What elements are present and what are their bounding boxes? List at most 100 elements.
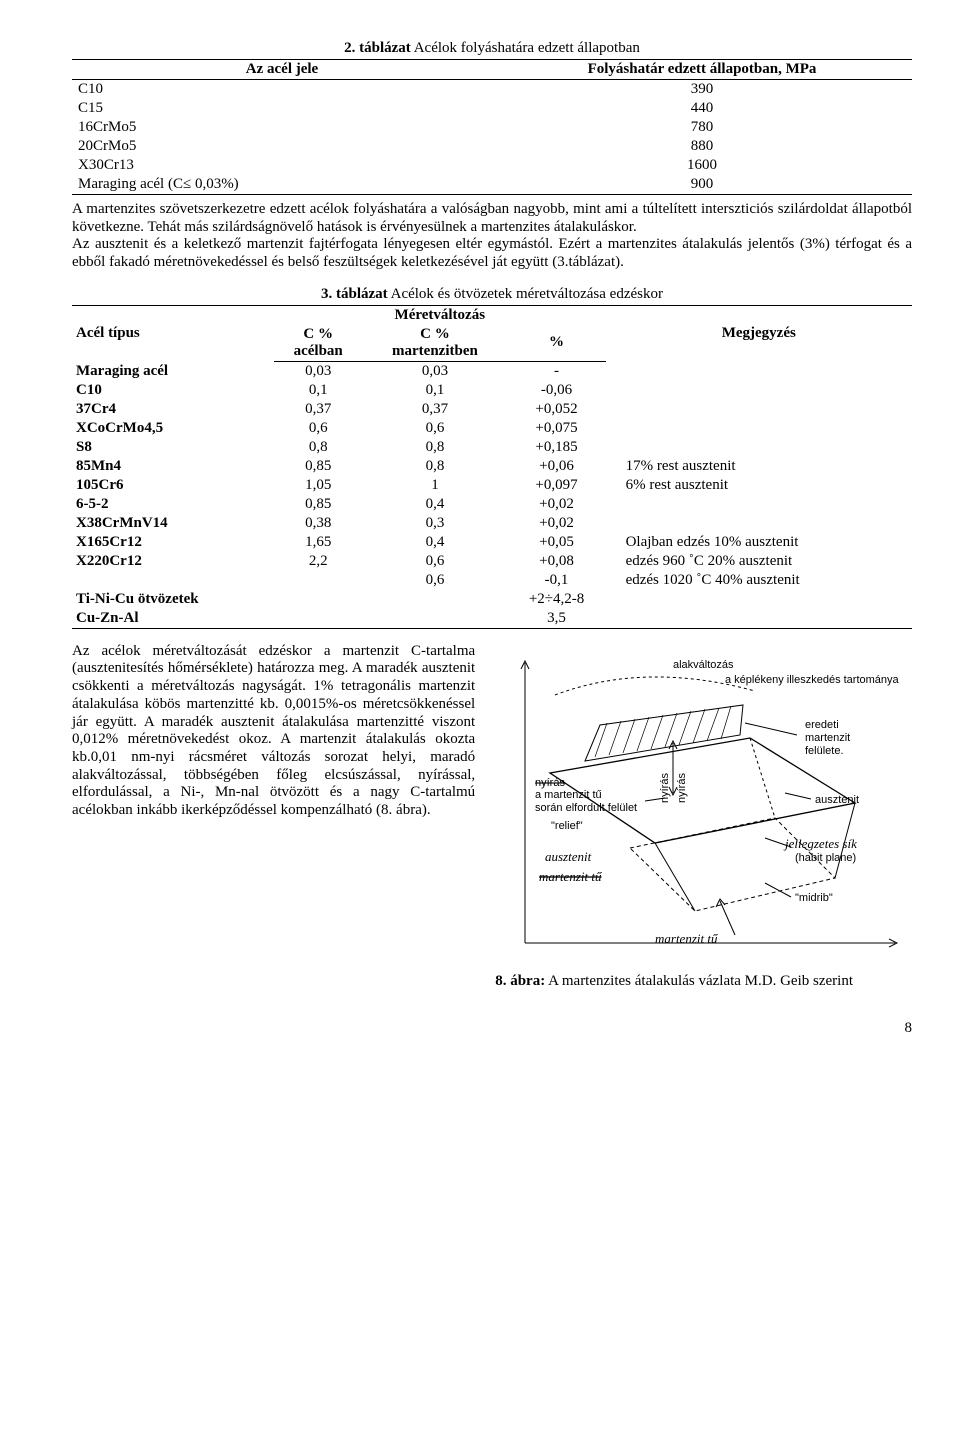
t3-cell-c2: 0,3 <box>362 514 507 533</box>
table3-caption: 3. táblázat Acélok és ötvözetek méretvál… <box>72 286 912 303</box>
table2-cell-name: 16CrMo5 <box>72 118 492 137</box>
t3-cell-c1: 0,37 <box>274 400 362 419</box>
t3-cell-c1: 2,2 <box>274 552 362 571</box>
t3-cell-note <box>606 419 912 438</box>
fig-hand-martneedle: martenzit tű <box>539 869 603 884</box>
t3-cell-note <box>606 381 912 400</box>
t3-cell-note: 6% rest ausztenit <box>606 476 912 495</box>
table3-row: X165Cr121,650,4+0,05Olajban edzés 10% au… <box>72 533 912 552</box>
t3-cell-c2: 0,6 <box>362 552 507 571</box>
t3-cell-pct: +2÷4,2-8 <box>507 590 605 609</box>
table2-row: C15440 <box>72 99 912 118</box>
table3: Acél típus Méretváltozás Megjegyzés C %a… <box>72 305 912 629</box>
table3-row: 37Cr40,370,37+0,052 <box>72 400 912 419</box>
t3-cell-name: X220Cr12 <box>72 552 274 571</box>
t3-hdr-csteel: C %acélban <box>274 325 362 362</box>
table3-row: S80,80,8+0,185 <box>72 438 912 457</box>
fig-label-relief: "relief" <box>551 820 583 832</box>
table2: Az acél jele Folyáshatár edzett állapotb… <box>72 59 912 195</box>
t3-hdr-pct: % <box>507 325 605 362</box>
table3-row: Cu-Zn-Al3,5 <box>72 609 912 629</box>
fig-hand-austenite: ausztenit <box>545 849 592 864</box>
paragraph-1: A martenzites szövetszerkezetre edzett a… <box>72 201 912 272</box>
table3-row: 6-5-20,850,4+0,02 <box>72 495 912 514</box>
t3-cell-note <box>606 400 912 419</box>
table3-row: 105Cr61,051+0,0976% rest ausztenit <box>72 476 912 495</box>
para1-text: A martenzites szövetszerkezetre edzett a… <box>72 201 912 235</box>
t3-cell-c1: 0,1 <box>274 381 362 400</box>
table2-cell-val: 780 <box>492 118 912 137</box>
two-column-section: Az acélok méretváltozását edzéskor a mar… <box>72 643 912 990</box>
t3-cell-name: 37Cr4 <box>72 400 274 419</box>
t3-cell-name: Cu-Zn-Al <box>72 609 274 629</box>
t3-cell-pct: +0,05 <box>507 533 605 552</box>
t3-cell-c2: 1 <box>362 476 507 495</box>
figure-8-diagram: alakváltozás a képlékeny illeszkedés tar… <box>495 643 915 963</box>
table2-cell-val: 1600 <box>492 156 912 175</box>
table2-caption-rest: Acélok folyáshatára edzett állapotban <box>411 40 640 56</box>
para2-text: Az ausztenit és a keletkező martenzit fa… <box>72 236 912 270</box>
t3-cell-note: edzés 1020 ˚C 40% ausztenit <box>606 571 912 590</box>
t3-cell-note: Olajban edzés 10% ausztenit <box>606 533 912 552</box>
table2-header-col1: Az acél jele <box>72 60 492 80</box>
table2-cell-name: Maraging acél (C≤ 0,03%) <box>72 175 492 195</box>
t3-cell-c2: 0,4 <box>362 495 507 514</box>
table2-row: C10390 <box>72 80 912 100</box>
fig-label-austenite: ausztenit <box>815 794 859 806</box>
t3-cell-pct: -0,1 <box>507 571 605 590</box>
t3-cell-pct: +0,02 <box>507 495 605 514</box>
t3-cell-pct: +0,075 <box>507 419 605 438</box>
table3-row: X220Cr122,20,6+0,08edzés 960 ˚C 20% ausz… <box>72 552 912 571</box>
t3-cell-note <box>606 495 912 514</box>
page-number: 8 <box>72 1020 912 1037</box>
fig-caption-bold: 8. ábra: <box>495 973 545 989</box>
t3-cell-pct: +0,052 <box>507 400 605 419</box>
fig-hand-bottom: martenzit tű <box>655 931 719 946</box>
table2-cell-name: C10 <box>72 80 492 100</box>
table2-row: 16CrMo5780 <box>72 118 912 137</box>
t3-cell-c2: 0,8 <box>362 457 507 476</box>
table3-row: Maraging acél0,030,03- <box>72 361 912 381</box>
table3-row: XCoCrMo4,50,60,6+0,075 <box>72 419 912 438</box>
t3-cell-pct: +0,02 <box>507 514 605 533</box>
table2-cell-name: 20CrMo5 <box>72 137 492 156</box>
t3-cell-pct: +0,185 <box>507 438 605 457</box>
figure-8-caption: 8. ábra: A martenzites átalakulás vázlat… <box>495 973 915 990</box>
t3-cell-c1 <box>274 590 362 609</box>
t3-cell-c1: 1,05 <box>274 476 362 495</box>
t3-cell-c1: 0,85 <box>274 495 362 514</box>
fig-label-midrib: "midrib" <box>795 892 833 904</box>
t3-cell-name: 85Mn4 <box>72 457 274 476</box>
table2-caption-bold: 2. táblázat <box>344 40 411 56</box>
t3-cell-pct: -0,06 <box>507 381 605 400</box>
t3-cell-c1 <box>274 609 362 629</box>
t3-hdr-change: Méretváltozás <box>274 305 606 325</box>
t3-cell-name: C10 <box>72 381 274 400</box>
t3-cell-name: 105Cr6 <box>72 476 274 495</box>
fig-label-original-2: martenzit <box>805 732 850 744</box>
table2-row: X30Cr131600 <box>72 156 912 175</box>
fig-label-original-1: eredeti <box>805 719 839 731</box>
t3-cell-note <box>606 438 912 457</box>
table2-cell-val: 390 <box>492 80 912 100</box>
paragraph-3: Az acélok méretváltozását edzéskor a mar… <box>72 643 475 820</box>
table3-caption-rest: Acélok és ötvözetek méretváltozása edzés… <box>388 286 663 302</box>
t3-cell-c2 <box>362 590 507 609</box>
t3-cell-name: XCoCrMo4,5 <box>72 419 274 438</box>
t3-cell-c2 <box>362 609 507 629</box>
fig-label-alak: alakváltozás <box>673 659 734 671</box>
t3-cell-pct: +0,097 <box>507 476 605 495</box>
table2-cell-val: 880 <box>492 137 912 156</box>
table2-row: 20CrMo5880 <box>72 137 912 156</box>
table2-cell-name: X30Cr13 <box>72 156 492 175</box>
t3-cell-c1: 0,38 <box>274 514 362 533</box>
table3-caption-bold: 3. táblázat <box>321 286 388 302</box>
t3-cell-note <box>606 514 912 533</box>
fig-hand-habit: jellegzetes sík <box>783 836 857 851</box>
fig-label-shear1: nyírás <box>535 777 565 789</box>
t3-cell-note <box>606 361 912 381</box>
fig-label-turned: során elfordult felület <box>535 802 637 814</box>
t3-cell-name: X38CrMnV14 <box>72 514 274 533</box>
t3-cell-pct: +0,06 <box>507 457 605 476</box>
t3-cell-pct: +0,08 <box>507 552 605 571</box>
